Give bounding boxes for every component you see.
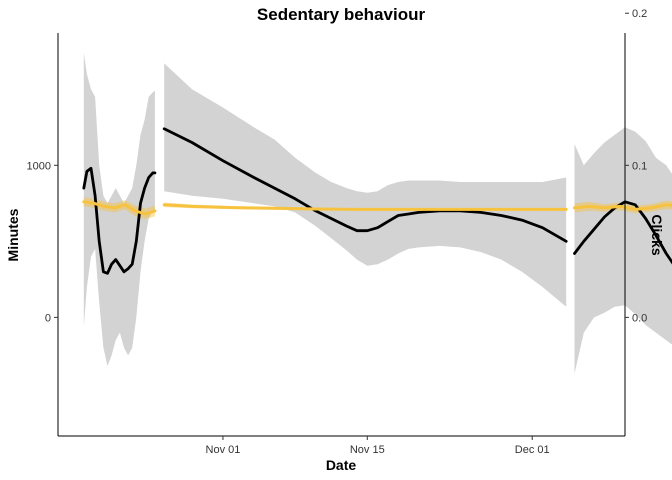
series-0-band-2 [574,127,672,374]
series-1-line-1 [162,203,568,211]
series-0-line-1 [162,127,568,243]
series-1-band-0 [83,197,155,220]
series-0-band-1 [164,63,567,307]
series-0-band-0 [83,52,155,367]
y2-tick-label: 0.0 [632,312,647,324]
x-tick-label: Dec 01 [515,444,550,456]
series-0-line-2 [573,200,672,265]
x-tick-label: Nov 15 [350,444,385,456]
y2-tick-label: 0.2 [632,8,647,20]
y2-axis-title: Clicks [649,214,665,255]
confidence-bands [83,52,672,374]
y-axis-title: Minutes [5,208,21,261]
series-1-line-2 [573,203,672,211]
y-tick-label: 1000 [27,160,51,172]
series-1-line-0 [82,200,157,216]
chart-title: Sedentary behaviour [257,5,426,24]
series-0-line-0 [82,166,157,275]
y2-tick-label: 0.1 [632,160,647,172]
axis-ticks: Nov 01 Nov 15 Dec 01 0 1000 0.0 0.1 0.2 [27,8,648,456]
x-tick-label: Nov 01 [206,444,241,456]
x-axis-title: Date [326,457,357,473]
series-lines [82,127,672,275]
y-tick-label: 0 [45,312,51,324]
